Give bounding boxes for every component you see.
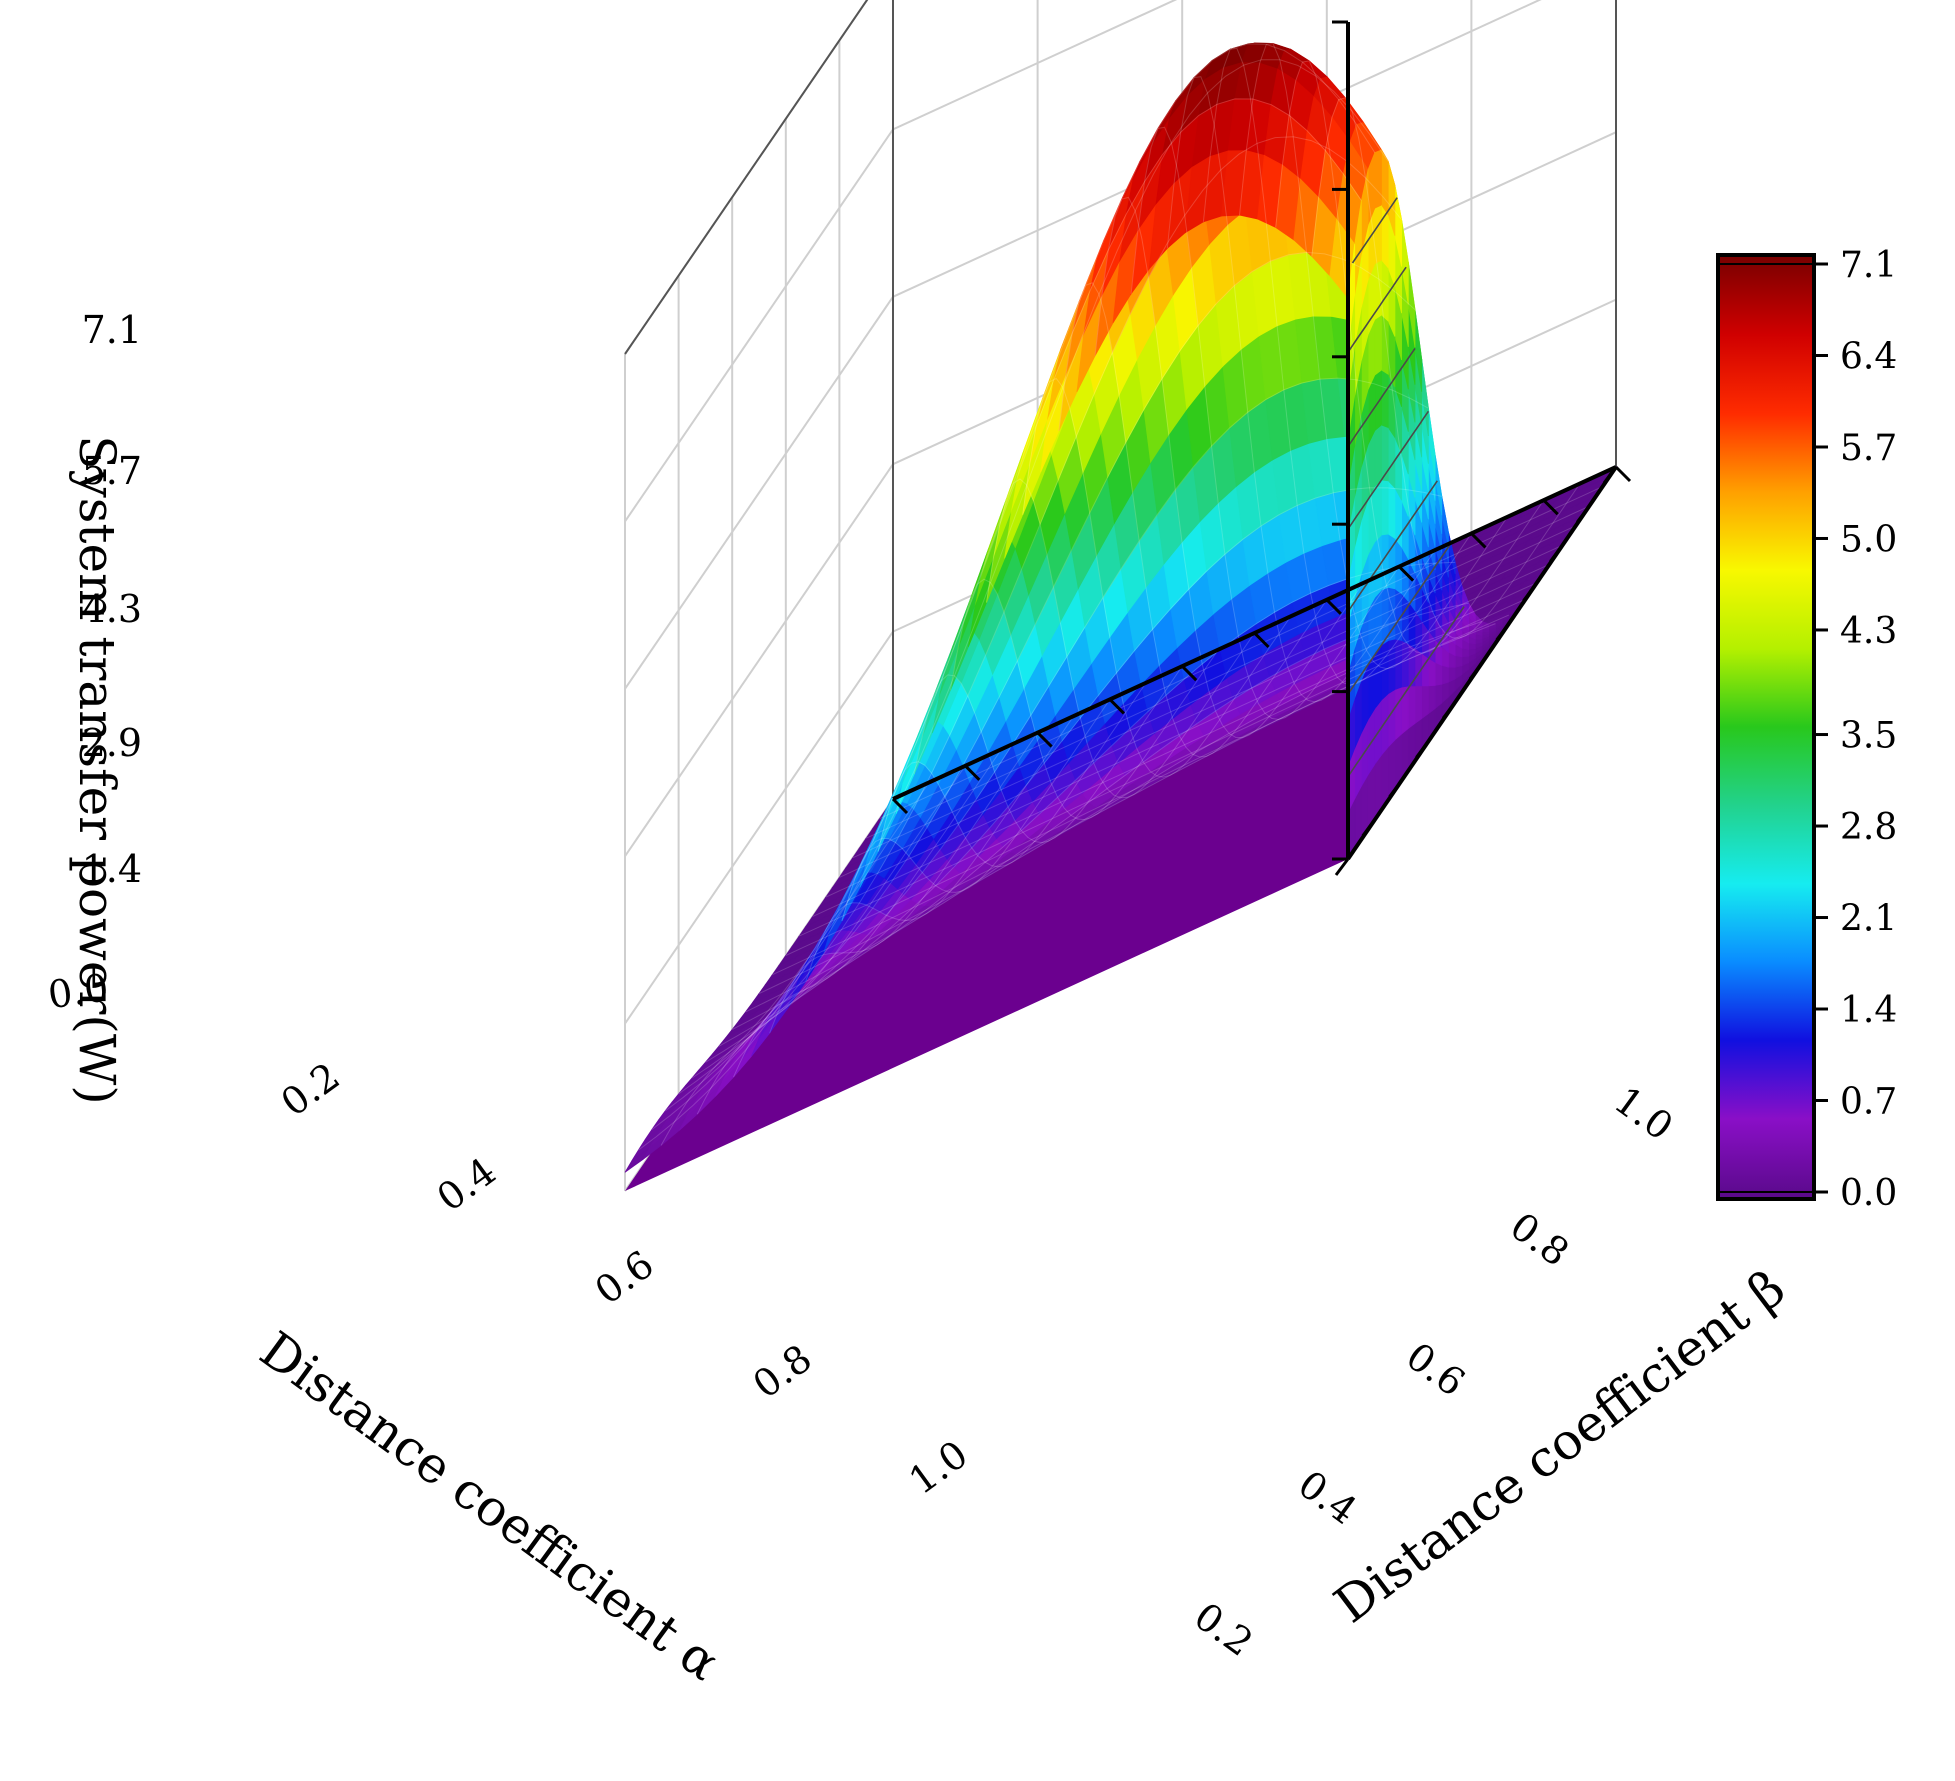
colorbar-fill: [1718, 257, 1814, 1197]
surface-wall-facet: [1401, 639, 1409, 688]
surface-wall-facet: [1434, 661, 1443, 686]
y-tick-label: 0.4: [1290, 1462, 1365, 1533]
colorbar-tick-label: 3.5: [1840, 716, 1897, 757]
colorbar-tick-label: 4.3: [1840, 611, 1897, 652]
z-axis-title: System transfer power(W): [68, 435, 126, 1105]
surface-wall-facet: [1414, 685, 1423, 725]
colorbar-tick-label: 0.7: [1840, 1082, 1897, 1123]
contour-line: [1347, 543, 1452, 695]
surface-wall-facet: [1454, 655, 1463, 668]
z-tick-label: 0.0: [45, 965, 111, 1017]
contour-line: [1351, 197, 1398, 264]
axis-lines: [891, 20, 1632, 876]
surface-wall-facet: [1428, 684, 1436, 715]
colorbar-frame: [1716, 253, 1816, 1201]
colorbar: 0.0 0.7 1.4 2.1 2.8 3.5 4.3 5.0 5.7 6.4 7.1: [1716, 245, 1897, 1214]
z-tick-label: 4.3: [82, 587, 142, 631]
colorbar-tick-label: 6.4: [1840, 336, 1897, 377]
z-tick-label: 2.9: [82, 721, 142, 765]
surface-mesh: [624, 42, 1618, 1173]
colorbar-tick-label: 1.4: [1840, 990, 1897, 1031]
x-tick-label: 0.4: [429, 1149, 504, 1220]
contour-line: [1347, 347, 1416, 447]
surface-wall-facet: [1441, 664, 1449, 685]
z-tick-label: 5.7: [82, 449, 142, 493]
beta-axis-title: Distance coefficient β: [1324, 1259, 1796, 1635]
x-tick-label: 0.6: [587, 1242, 662, 1313]
y-tick-label: 0.8: [1502, 1204, 1577, 1275]
surface-wall-facet: [1381, 369, 1389, 429]
x-tick-label: 0.2: [273, 1054, 348, 1125]
colorbar-tick-label: 2.1: [1840, 899, 1897, 940]
surface-wall-facet: [1374, 424, 1382, 488]
surface-wall-facet: [1381, 692, 1389, 757]
surface-wall-facet: [1407, 685, 1416, 730]
z-axis-ticks: 0.0 1.4 2.9 4.3 5.7 7.1: [45, 308, 142, 1017]
contour-line: [1347, 606, 1465, 777]
contour-line: [1347, 410, 1430, 530]
colorbar-tick-label: 0.0: [1840, 1173, 1897, 1214]
alpha-axis-title: Distance coefficient α: [250, 1321, 731, 1692]
surface-wall-facet: [1374, 149, 1382, 209]
colorbar-tick-label: 5.7: [1840, 428, 1897, 469]
z-tick-label: 1.4: [82, 847, 142, 891]
contour-lines: [1347, 197, 1465, 777]
contour-line: [1347, 480, 1438, 612]
surface-wall-facet: [1374, 314, 1382, 376]
colorbar-tick-label: 2.8: [1840, 807, 1897, 848]
y-tick-label: 0.2: [1186, 1594, 1261, 1665]
x-tick-label: 1.0: [901, 1432, 976, 1503]
z-tick-label: 7.1: [82, 308, 142, 352]
x-tick-label: 0.8: [745, 1336, 820, 1407]
contour-line: [1347, 266, 1407, 353]
y-tick-label: 1.0: [1606, 1078, 1681, 1149]
surface-wall-facet: [1394, 686, 1402, 741]
colorbar-tick-label: 5.0: [1840, 519, 1897, 560]
colorbar-ticks: 0.0 0.7 1.4 2.1 2.8 3.5 4.3 5.0 5.7 6.4 7.1: [1814, 245, 1897, 1214]
surface-wall-facet: [1421, 652, 1429, 687]
surface-wall-facet: [1387, 479, 1396, 540]
colorbar-tick-label: 7.1: [1840, 245, 1897, 286]
surface-wall-facet: [1387, 688, 1396, 748]
surface-wall-facet: [1428, 657, 1436, 687]
y-tick-label: 0.6: [1398, 1334, 1473, 1405]
surface-wall-facet: [1421, 685, 1429, 720]
